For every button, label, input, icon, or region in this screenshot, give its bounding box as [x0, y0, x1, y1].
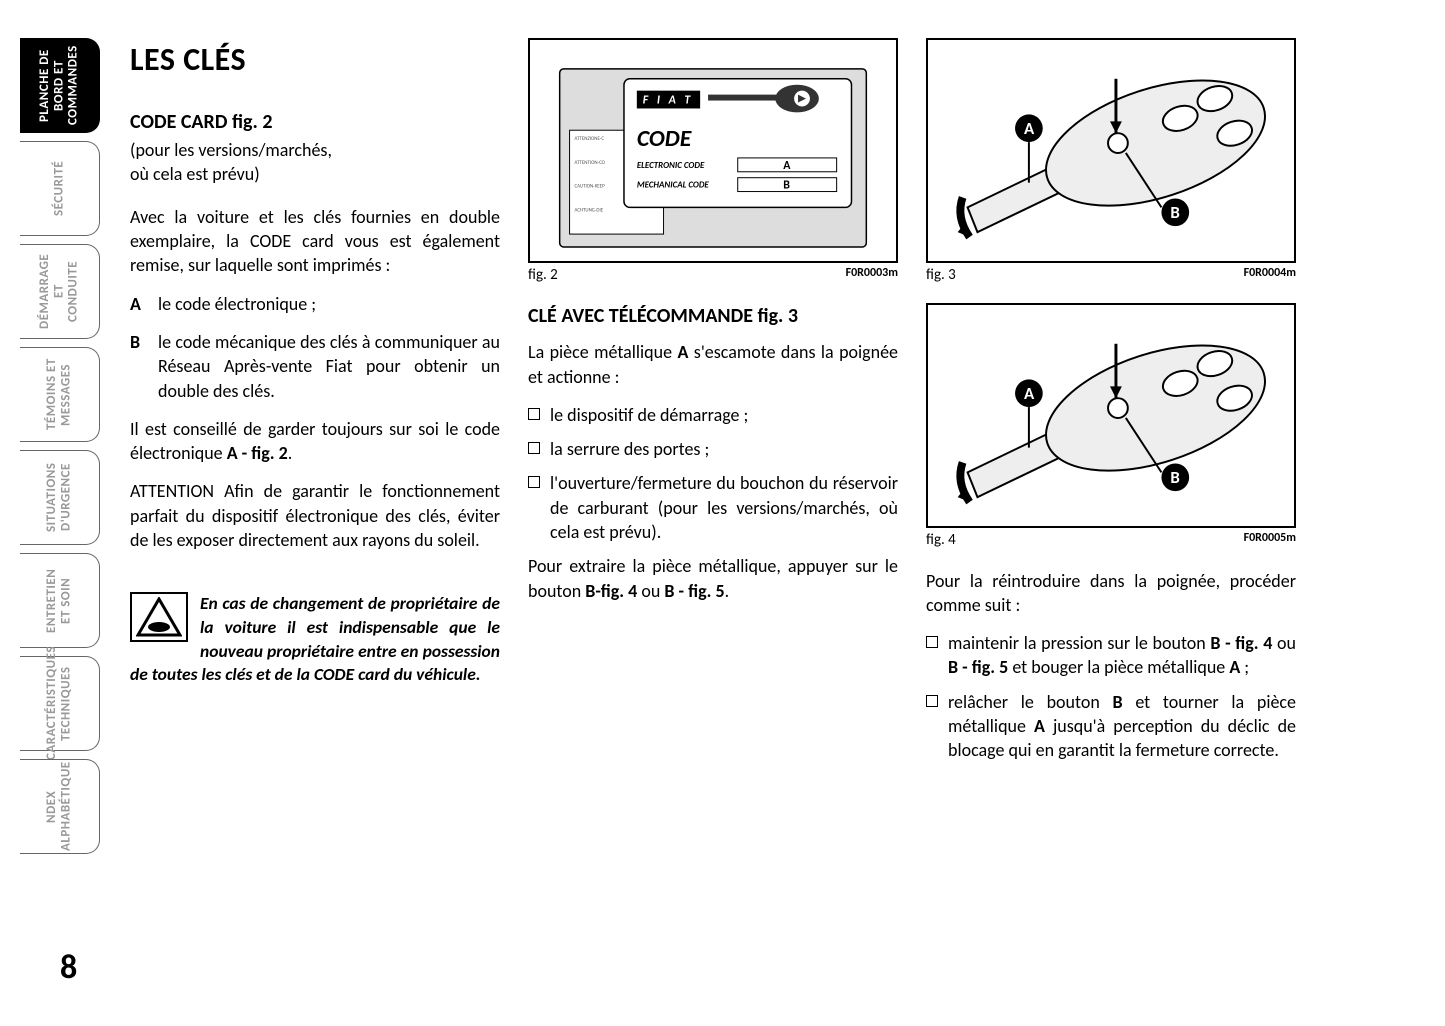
svg-text:B: B — [1170, 202, 1179, 223]
column-3: A B fig. 3 F0R0004m — [926, 38, 1296, 773]
svg-text:B: B — [1170, 468, 1179, 489]
bullet-icon — [528, 442, 540, 454]
svg-text:ACHTUNG-DIE: ACHTUNG-DIE — [575, 207, 604, 213]
figure-4: A B — [926, 303, 1296, 528]
svg-text:A: A — [783, 159, 791, 173]
svg-text:ATTENZIONE-C: ATTENZIONE-C — [575, 136, 605, 142]
page-title: LES CLÉS — [130, 38, 500, 81]
bullet-item: le dispositif de démarrage ; — [528, 403, 898, 427]
bullet-icon — [926, 695, 938, 707]
svg-text:MECHANICAL CODE: MECHANICAL CODE — [637, 181, 710, 191]
section-code-card: CODE CARD fig. 2 — [130, 109, 500, 136]
subtitle: (pour les versions/marchés, où cela est … — [130, 138, 500, 187]
column-2: ATTENZIONE-C ATTENTION-CO CAUTION-KEEP A… — [528, 38, 898, 773]
bullet-icon — [528, 408, 540, 420]
page-number: 8 — [60, 947, 77, 988]
tab-driving[interactable]: DÉMARRAGE ET CONDUITE — [20, 244, 100, 339]
tab-maintenance[interactable]: ENTRETIEN ET SOIN — [20, 553, 100, 648]
list-item-a: Ale code électronique ; — [130, 292, 500, 316]
tab-emergency[interactable]: SITUATIONS D'URGENCE — [20, 450, 100, 545]
svg-text:A: A — [1024, 383, 1035, 404]
figure-2: ATTENZIONE-C ATTENTION-CO CAUTION-KEEP A… — [528, 38, 898, 263]
paragraph: Il est conseillé de garder toujours sur … — [130, 417, 500, 466]
sidebar-tabs: PLANCHE DE BORD ET COMMANDES SÉCURITÉ DÉ… — [20, 38, 100, 854]
svg-text:CAUTION-KEEP: CAUTION-KEEP — [575, 184, 606, 190]
page-content: LES CLÉS CODE CARD fig. 2 (pour les vers… — [130, 38, 1410, 773]
tab-dashboard[interactable]: PLANCHE DE BORD ET COMMANDES — [20, 38, 100, 133]
svg-text:ATTENTION-CO: ATTENTION-CO — [575, 160, 606, 166]
tab-specs[interactable]: CARACTÉRISTIQUES TECHNIQUES — [20, 656, 100, 751]
bullet-item: relâcher le bouton B et tourner la pièce… — [926, 690, 1296, 763]
svg-text:B: B — [783, 179, 790, 193]
fig3-caption: fig. 3 F0R0004m — [926, 265, 1296, 285]
bullet-icon — [926, 636, 938, 648]
paragraph: La pièce métallique A s'escamote dans la… — [528, 340, 898, 389]
list-item-b: Ble code mécanique des clés à communique… — [130, 330, 500, 403]
bullet-icon — [528, 476, 540, 488]
tab-index[interactable]: NDEX ALPHABÉTIQUE — [20, 759, 100, 854]
bullet-item: maintenir la pression sur le bouton B - … — [926, 631, 1296, 680]
warning-icon — [130, 592, 188, 642]
fig2-caption: fig. 2 F0R0003m — [528, 265, 898, 285]
svg-text:ELECTRONIC CODE: ELECTRONIC CODE — [637, 161, 705, 171]
paragraph-attention: ATTENTION Afin de garantir le fonctionne… — [130, 479, 500, 552]
bullet-item: la serrure des portes ; — [528, 437, 898, 461]
section-remote-key: CLÉ AVEC TÉLÉCOMMANDE fig. 3 — [528, 303, 898, 330]
paragraph: Pour la réintroduire dans la poignée, pr… — [926, 569, 1296, 618]
tab-indicators[interactable]: TÉMOINS ET MESSAGES — [20, 347, 100, 442]
paragraph: Pour extraire la pièce métallique, appuy… — [528, 554, 898, 603]
svg-text:F I A T: F I A T — [643, 94, 693, 108]
tab-security[interactable]: SÉCURITÉ — [20, 141, 100, 236]
fig4-caption: fig. 4 F0R0005m — [926, 530, 1296, 550]
svg-text:A: A — [1024, 118, 1035, 139]
bullet-item: l'ouverture/fermeture du bouchon du rése… — [528, 471, 898, 544]
paragraph: Avec la voiture et les clés fournies en … — [130, 205, 500, 278]
warning-block: En cas de changement de propriétaire de … — [130, 592, 500, 687]
column-1: LES CLÉS CODE CARD fig. 2 (pour les vers… — [130, 38, 500, 773]
figure-3: A B — [926, 38, 1296, 263]
svg-text:CODE: CODE — [637, 124, 692, 153]
